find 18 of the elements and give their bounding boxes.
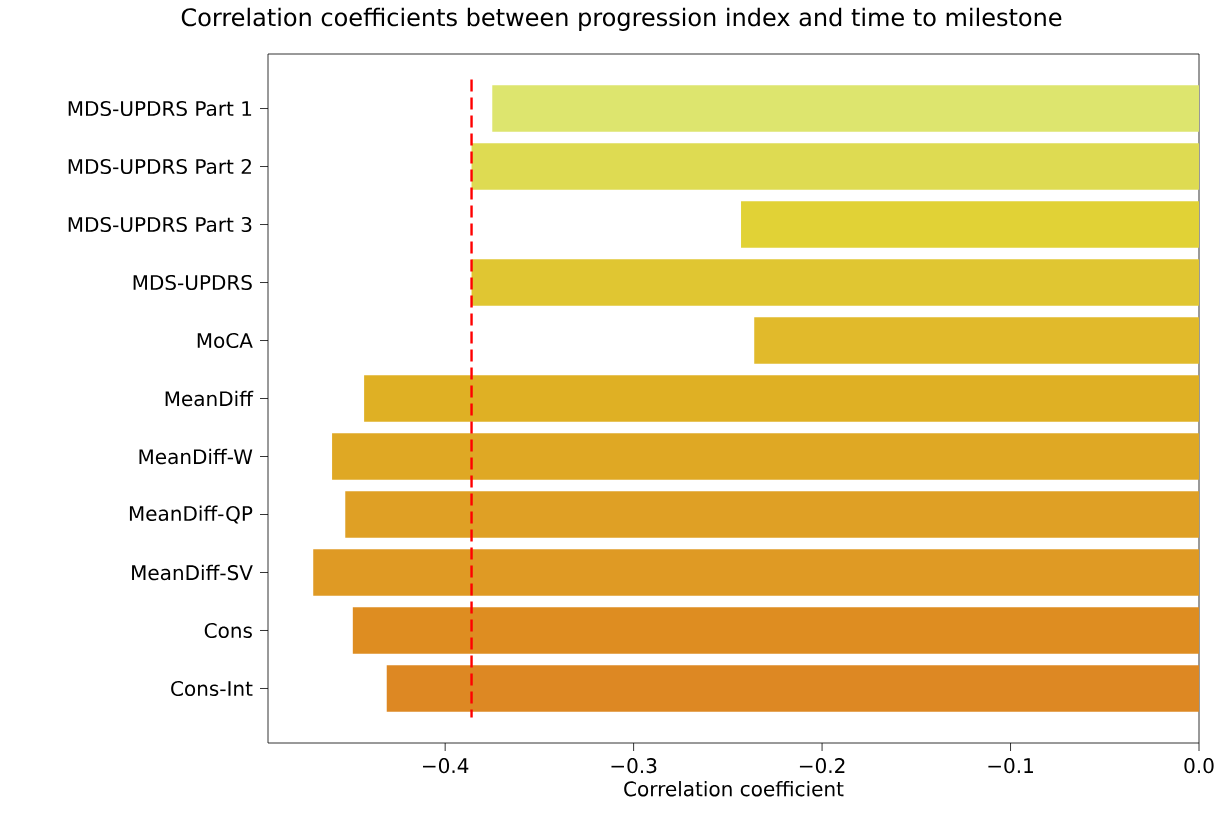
y-tick-label: Cons-Int bbox=[171, 680, 253, 697]
y-tick-label: MDS-UPDRS Part 1 bbox=[68, 100, 252, 117]
y-tick-label: MDS-UPDRS bbox=[133, 274, 252, 291]
x-tick-label: −0.3 bbox=[611, 758, 657, 774]
x-tick-label: 0.0 bbox=[1184, 758, 1214, 774]
x-tick-label: −0.2 bbox=[799, 758, 845, 774]
y-tick-label: MeanDiff-QP bbox=[129, 505, 253, 524]
y-tick-label: MeanDiff-SV bbox=[132, 564, 253, 581]
x-tick-label: −0.4 bbox=[423, 758, 469, 774]
chart-title: Correlation coefficients between progression index and time to milestone bbox=[181, 7, 1062, 31]
y-tick-label: MeanDiff-W bbox=[139, 448, 253, 465]
y-tick-label: MDS-UPDRS Part 3 bbox=[68, 216, 252, 233]
y-tick-label: Cons bbox=[204, 622, 252, 639]
y-tick-label: MDS-UPDRS Part 2 bbox=[68, 158, 251, 175]
y-tick-label: MoCA bbox=[197, 332, 253, 349]
y-tick-label: MeanDiff bbox=[165, 390, 254, 407]
x-axis-title: Correlation coefficient bbox=[624, 780, 844, 797]
x-tick-label: −0.1 bbox=[988, 758, 1033, 774]
